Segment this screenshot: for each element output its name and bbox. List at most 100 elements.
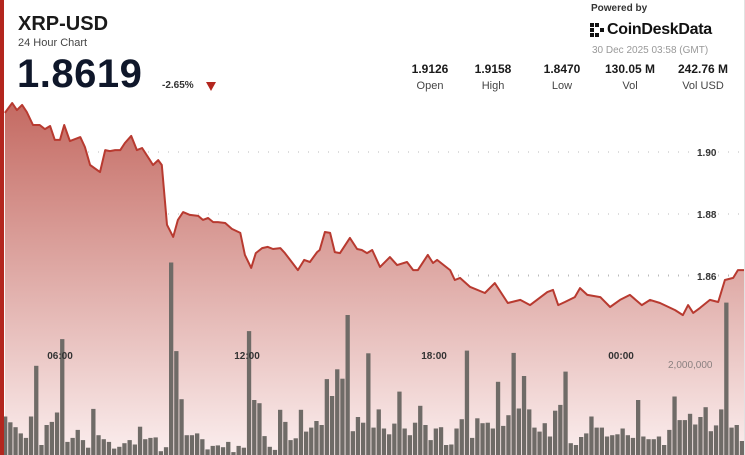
volume-bar (60, 339, 65, 455)
stat-open: 1.9126 Open (395, 62, 465, 92)
volume-bar (106, 441, 112, 455)
volume-bar (584, 433, 589, 455)
coindesk-logo-icon (590, 23, 604, 37)
stat-vol: 130.05 M Vol (595, 62, 665, 92)
volume-bar (143, 439, 148, 455)
volume-bar (44, 425, 49, 455)
volume-bar (288, 440, 293, 455)
volume-bar (620, 428, 625, 455)
volume-bar (511, 352, 516, 455)
volume-bar (604, 436, 610, 455)
price-tick-label: 1.88 (697, 210, 717, 221)
volume-bar (693, 424, 698, 455)
volume-bar (449, 444, 454, 455)
price-change: -2.65% (162, 80, 194, 91)
time-tick-label: 06:00 (47, 351, 73, 362)
volume-bar (677, 420, 682, 455)
stat-value: 1.9126 (411, 62, 449, 76)
volume-bar (381, 428, 387, 455)
volume-bar (355, 417, 361, 455)
volume-bar (506, 415, 511, 455)
stat-label: Low (551, 80, 573, 92)
volume-bar (13, 427, 18, 455)
volume-bar (361, 422, 366, 455)
volume-bar (682, 420, 687, 455)
volume-bar (28, 416, 34, 455)
volume-bar (272, 449, 278, 455)
price-area (4, 103, 745, 455)
down-triangle-icon (206, 82, 216, 91)
volume-bar (122, 443, 127, 455)
volume-bar (402, 428, 407, 455)
volume-bar (252, 400, 257, 455)
volume-bar (366, 353, 371, 455)
volume-bar (641, 436, 646, 455)
volume-bar (127, 440, 132, 455)
volume-bar (708, 431, 713, 455)
volume-bar (174, 351, 179, 455)
volume-bar (464, 350, 470, 455)
stat-value: 242.76 M (677, 62, 729, 76)
volume-bar (148, 437, 153, 455)
volume-bar (454, 428, 459, 455)
volume-bar (610, 435, 615, 455)
stat-label: Vol USD (682, 80, 724, 92)
volume-bar (220, 447, 226, 455)
volume-bar (615, 434, 620, 455)
volume-bar (96, 435, 101, 455)
volume-bar (573, 445, 579, 455)
volume-bar (516, 408, 521, 455)
volume-bar (438, 427, 444, 455)
volume-bar (132, 444, 137, 455)
volume-bar (371, 427, 376, 455)
volume-bars (3, 262, 745, 455)
stat-vol-usd: 242.76 M Vol USD (668, 62, 738, 92)
volume-bar (527, 409, 532, 455)
volume-bar (444, 445, 449, 455)
volume-bar (630, 437, 636, 455)
volume-bar (662, 445, 667, 455)
volume-bar (667, 429, 672, 455)
volume-bar (314, 421, 319, 455)
volume-bar (459, 419, 464, 455)
volume-bar (215, 445, 220, 455)
volume-bar (350, 431, 355, 455)
volume-bar (101, 439, 106, 455)
volume-bar (698, 417, 703, 455)
volume-bar (412, 422, 418, 455)
volume-bar (490, 428, 495, 455)
volume-bar (501, 425, 506, 455)
price-line (4, 102, 745, 317)
stat-label: Open (416, 80, 444, 92)
current-price: 1.8619 (17, 52, 143, 96)
volume-bar (428, 440, 433, 455)
volume-bar (226, 441, 231, 455)
volume-bar (200, 439, 205, 455)
symbol-title: XRP-USD (18, 13, 109, 35)
volume-bar (558, 404, 563, 455)
volume-bar (75, 429, 80, 455)
volume-bar (475, 418, 480, 455)
volume-bar (65, 441, 70, 455)
volume-bar (324, 379, 329, 455)
volume-bar (112, 448, 117, 455)
volume-bar (262, 436, 267, 455)
volume-bar (163, 447, 169, 455)
volume-bar (49, 421, 54, 455)
volume-bar (257, 403, 262, 455)
time-tick-label: 00:00 (608, 351, 634, 362)
time-tick-label: 12:00 (234, 351, 260, 362)
stat-value: 130.05 M (604, 62, 656, 76)
volume-bar (594, 427, 599, 455)
volume-bar (687, 413, 693, 455)
volume-bar (335, 369, 340, 455)
stat-low: 1.8470 Low (527, 62, 597, 92)
volume-bar (589, 416, 594, 455)
volume-bar (231, 452, 236, 455)
volume-bar (651, 439, 656, 455)
volume-bar (340, 378, 345, 455)
stat-label: Vol (622, 80, 638, 92)
volume-bar (532, 427, 537, 455)
